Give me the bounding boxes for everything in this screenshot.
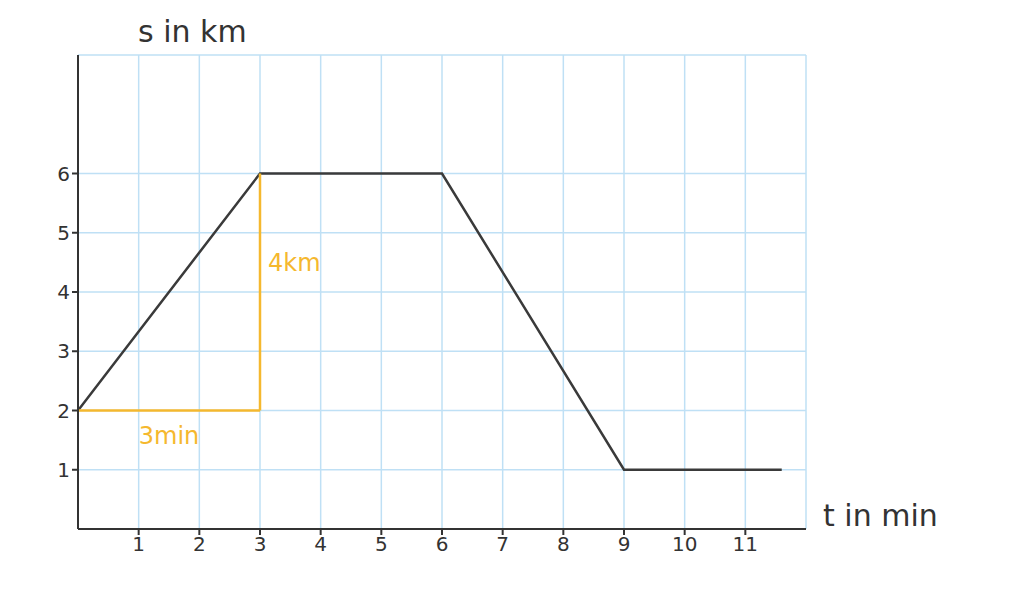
html-text:t in min: t in min [823,498,938,533]
svg-text:3: 3 [57,339,70,363]
svg-text:7: 7 [496,532,509,556]
svg-text:4km: 4km [268,249,321,277]
svg-text:4: 4 [57,280,70,304]
svg-text:9: 9 [618,532,631,556]
svg-text:5: 5 [375,532,388,556]
svg-text:6: 6 [436,532,449,556]
svg-text:10: 10 [672,532,697,556]
svg-text:1: 1 [57,458,70,482]
svg-text:2: 2 [57,399,70,423]
svg-text:2: 2 [193,532,206,556]
svg-text:1: 1 [132,532,145,556]
svg-text:4: 4 [314,532,327,556]
svg-text:3min: 3min [139,422,200,450]
svg-text:3: 3 [254,532,267,556]
svg-text:8: 8 [557,532,570,556]
html-text:s in km: s in km [138,14,247,49]
svg-text:5: 5 [57,221,70,245]
svg-text:11: 11 [733,532,758,556]
svg-text:6: 6 [57,162,70,186]
